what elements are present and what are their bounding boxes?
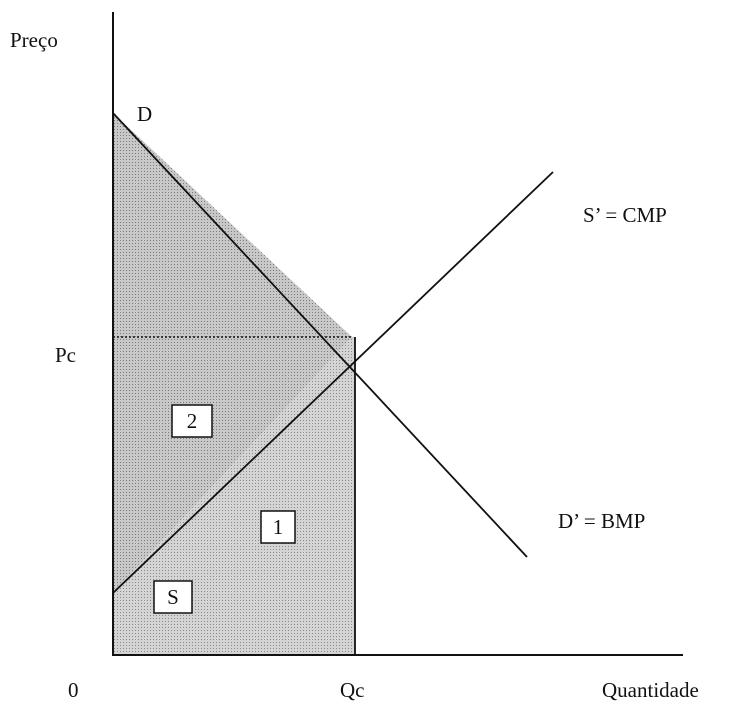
area-2	[113, 113, 352, 593]
y-axis-label: Preço	[10, 28, 58, 52]
supply-label: S’ = CMP	[583, 203, 667, 227]
origin-label: 0	[68, 678, 79, 702]
area-1-box	[260, 510, 296, 544]
supply-start-label: S	[167, 585, 179, 609]
supply-line	[112, 171, 554, 594]
area-2-label: 2	[187, 409, 198, 433]
x-axis-label: Quantidade	[602, 678, 699, 702]
area-2-box	[171, 404, 213, 438]
demand-start-label: D	[137, 102, 152, 126]
price-label: Pc	[55, 343, 76, 367]
area-1	[113, 337, 355, 655]
demand-label: D’ = BMP	[558, 509, 645, 533]
demand-line	[112, 112, 528, 558]
quantity-label: Qc	[340, 678, 365, 702]
supply-start-box	[153, 580, 193, 614]
area-1-label: 1	[273, 515, 284, 539]
